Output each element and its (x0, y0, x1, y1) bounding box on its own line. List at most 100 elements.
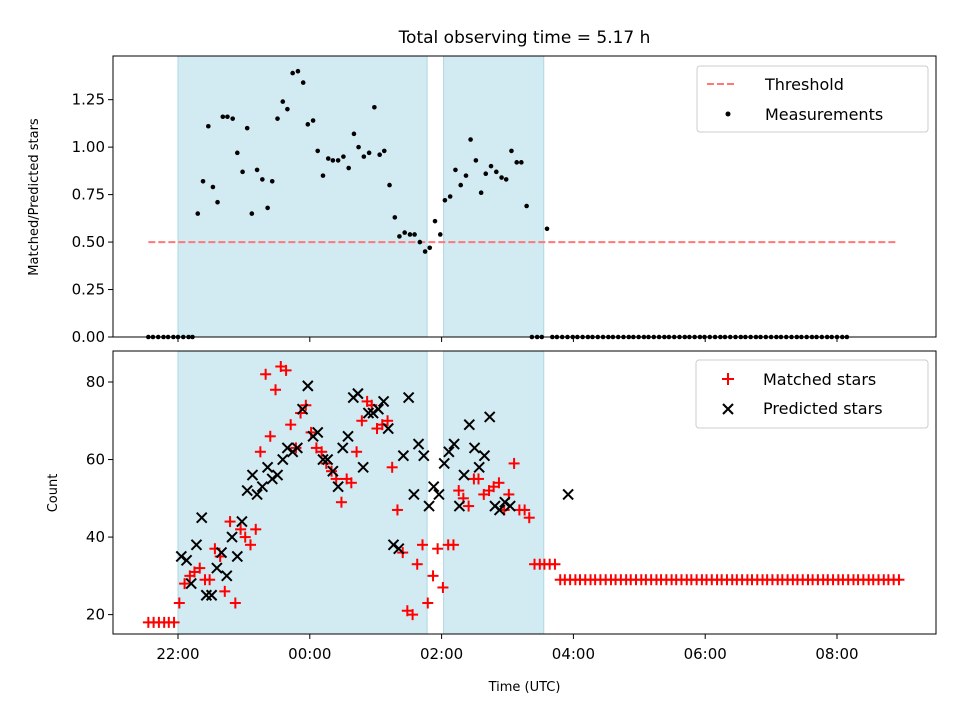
chart-title: Total observing time = 5.17 h (398, 28, 651, 48)
measurement-point (280, 99, 286, 104)
matched-star-point (356, 415, 368, 427)
predicted-star-point (271, 469, 284, 481)
y-tick-label: 20 (86, 606, 105, 624)
predicted-star-point (226, 531, 238, 543)
measurement-point (310, 118, 316, 123)
predicted-star-point (337, 442, 349, 454)
measurement-point (503, 177, 509, 182)
x-tick-label: 04:00 (552, 645, 595, 663)
measurement-point (325, 156, 331, 161)
matched-star-point (422, 597, 434, 609)
y-tick-label: 80 (86, 373, 105, 391)
measurement-point (235, 150, 240, 156)
predicted-star-point (382, 422, 394, 435)
predicted-star-point (438, 457, 450, 470)
predicted-star-point (241, 484, 253, 497)
y-tick-label: 1.00 (72, 138, 105, 156)
y-tick-label: 0.25 (72, 281, 105, 299)
legend-measurements: Measurements (765, 105, 883, 124)
predicted-star-point (463, 418, 475, 431)
predicted-legend-swatch (722, 403, 734, 415)
matched-star-point (250, 523, 262, 535)
measurement-point (295, 68, 301, 74)
measurement-point (206, 123, 211, 129)
matched-star-point (437, 581, 449, 593)
predicted-star-point (393, 543, 405, 555)
shaded-interval (443, 55, 545, 338)
matched-star-point (407, 609, 419, 621)
measurement-point (200, 179, 206, 184)
matched-star-point (219, 585, 231, 597)
predicted-star-point (433, 488, 445, 501)
matched-star-point (447, 539, 459, 551)
measurement-point (442, 197, 448, 203)
predicted-star-point (423, 500, 435, 512)
matched-star-point (270, 384, 282, 396)
matched-star-point (345, 477, 357, 489)
measurement-point (377, 152, 382, 158)
bottom-y-ticks: 20 40 60 80 (86, 373, 113, 624)
matched-star-point (235, 523, 247, 535)
predicted-star-point (221, 570, 233, 582)
predicted-star-point (493, 504, 506, 516)
predicted-star-point (443, 446, 455, 458)
measurement-point (447, 194, 453, 199)
measurement-point (422, 249, 428, 254)
bottom-axes-frame (112, 350, 937, 635)
predicted-star-point (321, 453, 334, 466)
matched-star-point (194, 562, 206, 574)
matched-star-point (523, 512, 535, 524)
x-tick-label: 22:00 (156, 645, 199, 663)
measurement-point (453, 167, 458, 173)
measurement-point (356, 144, 361, 150)
matched-star-point (264, 430, 276, 442)
measurement-point (488, 163, 494, 169)
predicted-star-point (332, 480, 344, 493)
measurement-point (351, 131, 357, 137)
matched-star-point (519, 504, 531, 516)
predicted-star-point (236, 515, 248, 528)
matched-star-point (204, 574, 216, 586)
top-axes-frame (112, 55, 937, 338)
predicted-star-point (562, 488, 574, 501)
predicted-star-point (504, 500, 516, 512)
y-tick-label: 40 (86, 528, 105, 546)
shaded-interval (177, 55, 428, 338)
measurement-point (265, 205, 270, 211)
matched-star-point (463, 500, 475, 512)
measurement-point (463, 173, 469, 178)
top-shaded-intervals (177, 55, 545, 338)
matched-star-point (316, 446, 328, 458)
measurement-point (478, 190, 484, 196)
matched-star-point (229, 597, 241, 609)
measurement-point (397, 234, 402, 239)
measurement-point (244, 125, 250, 131)
legend-predicted-stars: Predicted stars (763, 399, 883, 418)
predicted-star-point (291, 442, 303, 454)
predicted-star-point (408, 488, 420, 501)
measurements-legend-swatch (725, 111, 731, 117)
measurement-point (330, 158, 336, 163)
measurement-point (514, 160, 520, 165)
matched-star-point (473, 473, 485, 485)
matched-legend-swatch (722, 373, 734, 385)
matched-star-point (168, 616, 180, 628)
measurement-point (220, 114, 226, 120)
measurement-point (468, 137, 473, 142)
x-tick-label: 08:00 (815, 645, 858, 663)
matched-star-point (244, 539, 256, 551)
measurement-point (285, 106, 290, 112)
matched-star-point (285, 419, 297, 431)
predicted-star-point (468, 442, 481, 454)
predicted-star-point (418, 449, 430, 462)
predicted-star-point (327, 465, 339, 477)
matched-star-point (893, 574, 905, 586)
x-tick-label: 02:00 (420, 645, 463, 663)
matched-star-point (335, 496, 347, 508)
measurement-point (473, 158, 479, 163)
measurement-point (544, 226, 550, 232)
measurement-point (269, 179, 275, 184)
measurement-point (372, 104, 377, 110)
measurement-point (519, 160, 524, 165)
